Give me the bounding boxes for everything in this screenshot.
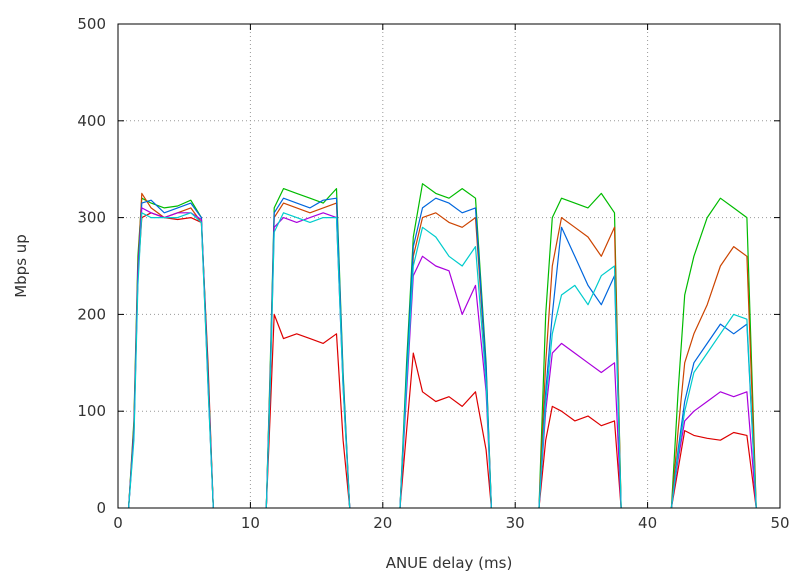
x-tick-label: 20 <box>373 514 392 532</box>
y-tick-label: 300 <box>77 209 106 227</box>
y-axis-label: Mbps up <box>12 234 30 298</box>
series-line-6 <box>538 265 622 509</box>
series-line-6 <box>399 226 492 509</box>
x-tick-label: 40 <box>638 514 657 532</box>
series-line-6 <box>265 212 351 509</box>
series-line-5 <box>670 391 757 509</box>
series-line-6 <box>128 212 214 509</box>
series-line-5 <box>128 207 214 509</box>
x-tick-label: 10 <box>241 514 260 532</box>
series-line-2 <box>670 197 757 509</box>
x-tick-label: 30 <box>506 514 525 532</box>
y-tick-label: 500 <box>77 15 106 33</box>
y-tick-label: 100 <box>77 402 106 420</box>
y-tick-label: 0 <box>96 499 106 517</box>
series-line-3 <box>128 192 214 509</box>
series-line-5 <box>538 342 622 509</box>
series-line-1 <box>399 352 492 509</box>
plot-frame <box>117 23 781 509</box>
series-line-1 <box>128 212 214 509</box>
x-tick-label: 0 <box>113 514 123 532</box>
series-line-4 <box>399 197 492 509</box>
series-line-6 <box>670 313 757 509</box>
series-line-4 <box>538 226 622 509</box>
series-line-4 <box>670 323 757 509</box>
series-line-3 <box>399 212 492 509</box>
x-axis-label: ANUE delay (ms) <box>386 554 513 572</box>
y-tick-label: 400 <box>77 112 106 130</box>
series-line-3 <box>538 217 622 509</box>
series-line-5 <box>399 255 492 509</box>
series-line-3 <box>670 246 757 509</box>
series-line-1 <box>265 313 351 509</box>
x-tick-label: 50 <box>770 514 789 532</box>
series-line-5 <box>265 212 351 509</box>
series-line-2 <box>538 192 622 509</box>
series-line-1 <box>538 405 622 509</box>
series-lines <box>128 183 757 509</box>
series-line-2 <box>128 197 214 509</box>
gridlines <box>118 24 780 508</box>
series-line-4 <box>128 199 214 509</box>
y-tick-label: 200 <box>77 305 106 323</box>
series-line-1 <box>670 430 757 509</box>
